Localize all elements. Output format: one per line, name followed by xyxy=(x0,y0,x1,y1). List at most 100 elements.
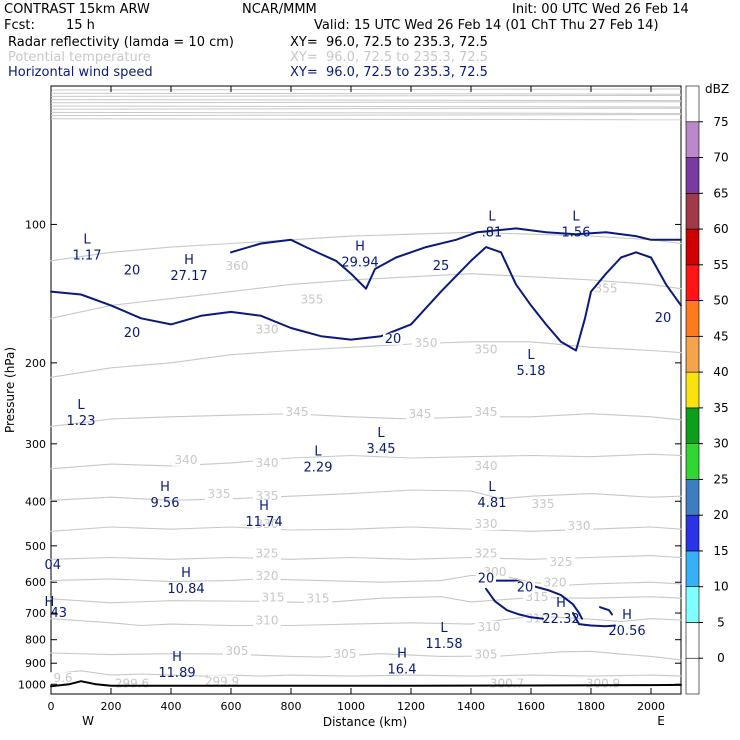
theta-label: 355 xyxy=(301,293,324,307)
colorbar-label: 0 xyxy=(717,651,725,665)
high-marker: H xyxy=(397,647,407,662)
extremum-value: 11.58 xyxy=(425,637,462,652)
theta-label-bg xyxy=(259,591,287,604)
colorbar-label: 25 xyxy=(713,472,728,486)
theta-label-bg xyxy=(253,323,281,336)
wind-label-bg xyxy=(431,259,451,272)
high-marker: H xyxy=(355,240,365,255)
init-time: Init: 00 UTC Wed 26 Feb 14 xyxy=(512,2,689,17)
theta-label: 355 xyxy=(595,282,618,296)
theta-label: 345 xyxy=(409,407,432,421)
theta-label: 330 xyxy=(256,323,279,337)
colorbar-swatch xyxy=(685,264,700,301)
extremum-value: 11.74 xyxy=(245,515,282,530)
upper-isentrope-line xyxy=(50,88,682,91)
theta-label-bg xyxy=(283,406,311,419)
colorbar-swatch xyxy=(685,657,700,695)
theta-label-bg xyxy=(208,675,236,688)
x-tick-label: 600 xyxy=(221,700,242,713)
theta-label: 325 xyxy=(550,555,573,569)
colorbar-label: 50 xyxy=(713,294,728,308)
theta-label-bg xyxy=(253,456,281,469)
high-marker: H xyxy=(184,253,194,268)
wind-label-bg xyxy=(476,572,496,585)
extremum-value: 9.56 xyxy=(151,496,180,511)
wind-label: 20 xyxy=(385,332,402,347)
wind-contour-20 xyxy=(230,227,682,290)
theta-label: 305 xyxy=(475,648,498,662)
high-marker: H xyxy=(259,499,269,514)
theta-label-bg xyxy=(253,547,281,560)
theta-label-bg xyxy=(472,459,500,472)
wind-contour-20 xyxy=(485,587,544,620)
theta-label-bg xyxy=(472,648,500,661)
colorbar-swatch xyxy=(685,300,700,337)
theta-label: 305 xyxy=(226,644,249,658)
theta-label: 340 xyxy=(256,456,279,470)
theta-label: 330 xyxy=(475,517,498,531)
low-marker: L xyxy=(572,209,580,224)
edge-label: 43 xyxy=(51,606,68,621)
wind-label: 20 xyxy=(655,311,672,326)
colorbar-label: 55 xyxy=(713,258,728,272)
theta-label: 325 xyxy=(256,547,279,561)
field-label-potential-temperature: Potential temperature xyxy=(8,50,151,65)
low-marker: L xyxy=(488,480,496,495)
x-tick-label: 400 xyxy=(161,700,182,713)
y-tick-label: 700 xyxy=(25,607,46,620)
wind-label: 20 xyxy=(478,572,495,587)
colorbar-swatch xyxy=(685,157,700,194)
theta-label: 345 xyxy=(475,405,498,419)
extremum-value: 29.94 xyxy=(341,256,378,271)
wind-contour-20 xyxy=(572,612,616,628)
y-tick-label: 1000 xyxy=(18,678,46,691)
organization-label: NCAR/MMM xyxy=(242,2,317,17)
theta-label: 325 xyxy=(475,547,498,561)
wind-label-bg xyxy=(653,311,673,324)
high-marker: H xyxy=(160,480,170,495)
colorbar-swatch xyxy=(685,85,700,123)
y-axis-title: Pressure (hPa) xyxy=(3,347,17,433)
theta-label: 300.9 xyxy=(586,677,620,691)
colorbar-label: 15 xyxy=(713,544,728,558)
y-tick-label: 200 xyxy=(25,357,46,370)
theta-label-bg xyxy=(253,517,281,530)
theta-contour-350 xyxy=(50,341,682,378)
wind-label: 20 xyxy=(124,264,141,279)
forecast-hour: 15 h xyxy=(66,18,95,33)
upper-isentrope-line xyxy=(50,107,682,110)
theta-label-bg xyxy=(253,569,281,582)
theta-label: 320 xyxy=(544,576,567,590)
valid-time: Valid: 15 UTC Wed 26 Feb 14 (01 ChT Thu … xyxy=(314,18,659,33)
x-tick-label: 800 xyxy=(281,700,302,713)
colorbar-swatch xyxy=(685,121,700,158)
y-tick-label: 500 xyxy=(25,540,46,553)
extremum-value: 11.89 xyxy=(158,666,195,681)
extremum-value: 5.18 xyxy=(517,364,546,379)
theta-label-bg xyxy=(49,672,77,685)
field-xy-reflectivity: XY= 96.0, 72.5 to 235.3, 72.5 xyxy=(290,35,488,50)
east-label: E xyxy=(657,714,665,728)
extremum-value: 22.32 xyxy=(542,612,579,627)
colorbar-label: 65 xyxy=(713,186,728,200)
colorbar-label: 5 xyxy=(717,615,725,629)
theta-label: 315 xyxy=(307,591,330,605)
theta-label: 305 xyxy=(334,647,357,661)
wind-label: 25 xyxy=(433,259,450,274)
wind-label-bg xyxy=(383,332,403,345)
theta-label-bg xyxy=(223,259,251,272)
colorbar-label: 60 xyxy=(713,222,728,236)
theta-contour-345 xyxy=(50,413,682,427)
colorbar-label: 70 xyxy=(713,151,728,165)
theta-label: 315 xyxy=(262,591,285,605)
low-marker: L xyxy=(440,621,448,636)
theta-label-bg xyxy=(331,648,359,661)
colorbar-unit-label: dBZ xyxy=(705,82,729,96)
theta-contour-340 xyxy=(50,453,682,470)
extremum-value: 4.81 xyxy=(478,496,507,511)
extremum-value: 1.23 xyxy=(67,414,96,429)
high-marker: H xyxy=(181,566,191,581)
field-label-reflectivity: Radar reflectivity (lamda = 10 cm) xyxy=(8,35,234,50)
theta-label-bg xyxy=(529,498,557,511)
